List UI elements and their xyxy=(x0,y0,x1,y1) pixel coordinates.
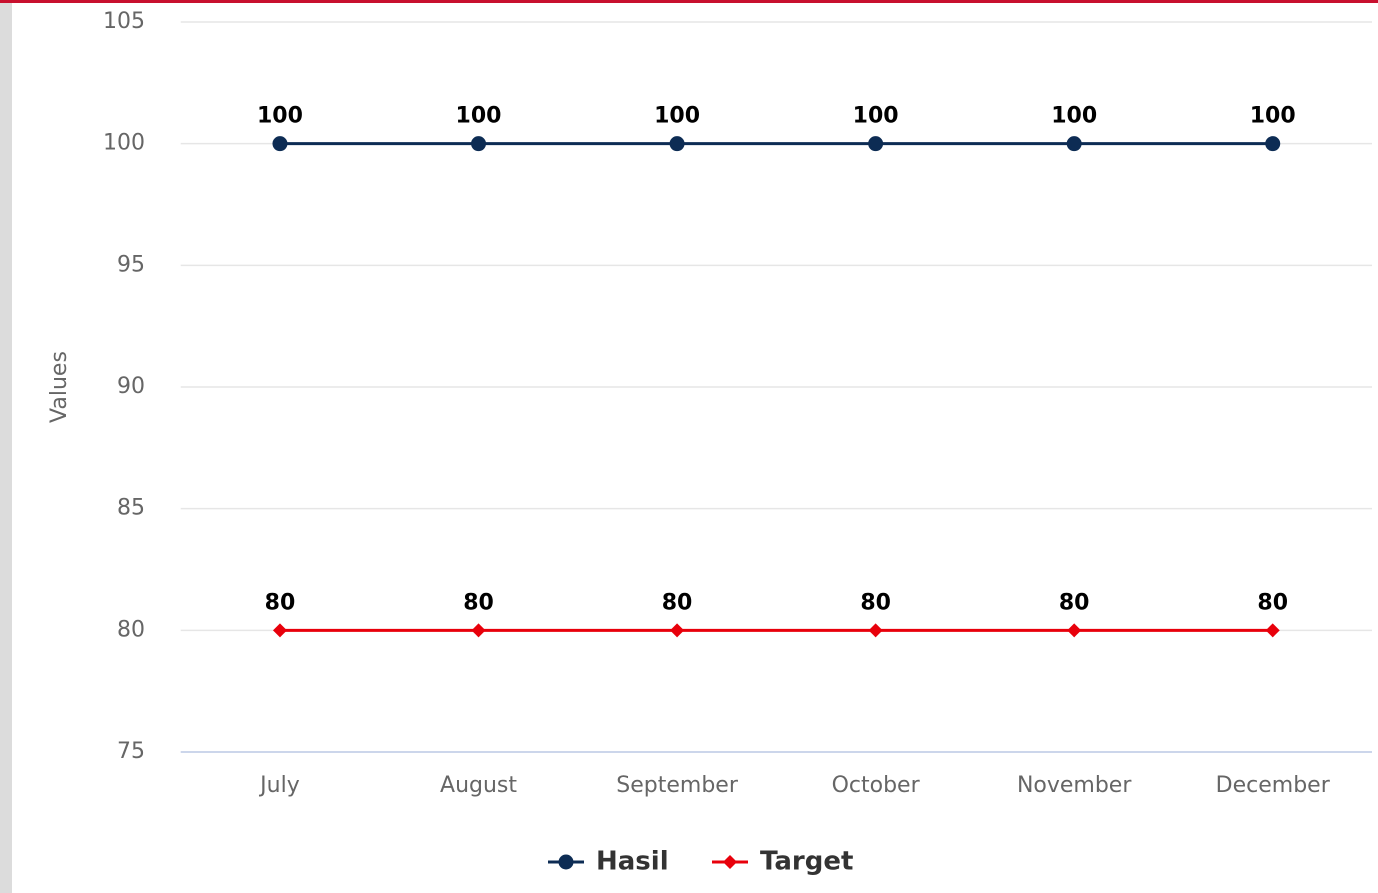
data-label: 80 xyxy=(662,590,693,615)
marker xyxy=(471,623,486,638)
y-tick-label: 100 xyxy=(103,131,145,156)
data-label: 80 xyxy=(265,590,296,615)
data-label: 80 xyxy=(1059,590,1090,615)
data-label: 100 xyxy=(257,104,303,129)
legend-marker xyxy=(558,854,574,870)
legend-marker xyxy=(723,855,737,869)
x-tick-label: August xyxy=(440,773,517,798)
legend-label: Hasil xyxy=(596,847,669,877)
x-tick-label: October xyxy=(832,773,921,798)
y-tick-label: 95 xyxy=(117,252,145,277)
marker xyxy=(272,136,288,152)
y-tick-label: 105 xyxy=(103,9,145,34)
marker xyxy=(272,623,287,638)
data-label: 100 xyxy=(1250,104,1296,129)
x-tick-label: July xyxy=(258,773,300,798)
y-tick-label: 80 xyxy=(117,617,145,642)
x-tick-label: November xyxy=(1017,773,1132,798)
y-axis-label: Values xyxy=(47,351,72,423)
legend-label: Target xyxy=(760,847,853,877)
y-tick-label: 75 xyxy=(117,739,145,764)
x-tick-label: September xyxy=(616,773,739,798)
data-label: 80 xyxy=(860,590,891,615)
top-border xyxy=(0,0,1378,3)
marker xyxy=(868,623,883,638)
data-label: 100 xyxy=(853,104,899,129)
data-label: 80 xyxy=(1257,590,1288,615)
data-label: 100 xyxy=(456,104,502,129)
marker xyxy=(1265,136,1281,152)
y-tick-label: 85 xyxy=(117,496,145,521)
data-label: 80 xyxy=(463,590,494,615)
marker xyxy=(1265,623,1280,638)
marker xyxy=(1066,136,1082,152)
marker xyxy=(670,623,685,638)
marker xyxy=(1067,623,1082,638)
side-strip xyxy=(0,0,12,893)
data-label: 100 xyxy=(654,104,700,129)
marker xyxy=(669,136,685,152)
y-tick-label: 90 xyxy=(117,374,145,399)
x-tick-label: December xyxy=(1216,773,1331,798)
marker xyxy=(868,136,884,152)
data-label: 100 xyxy=(1051,104,1097,129)
marker xyxy=(471,136,487,152)
